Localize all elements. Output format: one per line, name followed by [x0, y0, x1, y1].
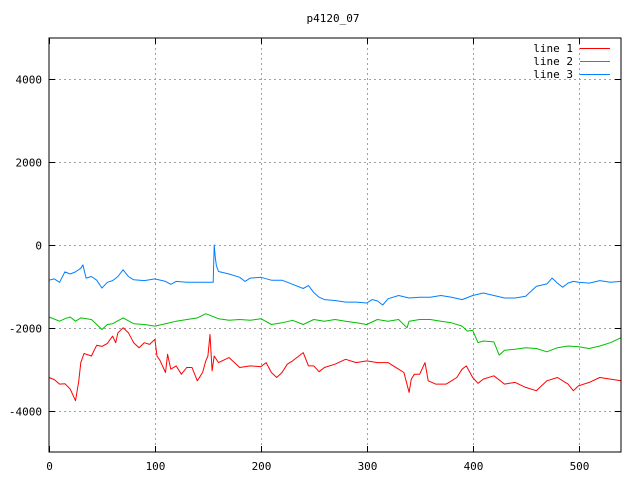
x-tick-label: 200 [252, 460, 272, 473]
x-tick-label: 400 [464, 460, 484, 473]
y-tick-label: -2000 [9, 323, 42, 336]
chart-title: p4120_07 [307, 12, 360, 25]
y-tick-label: 2000 [16, 157, 43, 170]
x-tick-label: 300 [358, 460, 378, 473]
plot-border [48, 37, 622, 453]
y-tick-label: -4000 [9, 406, 42, 419]
legend-label-2: line 2 [533, 55, 573, 68]
x-tick-label: 500 [570, 460, 590, 473]
series-group [48, 244, 622, 402]
legend-label-3: line 3 [533, 68, 573, 81]
series-line-3 [48, 244, 622, 306]
y-tick-label: 4000 [16, 74, 43, 87]
y-tick-label: 0 [35, 240, 42, 253]
x-tick-label: 0 [46, 460, 53, 473]
x-tick-label: 100 [146, 460, 166, 473]
grid [49, 38, 621, 452]
series-line-2 [48, 313, 622, 356]
series-line-1 [48, 327, 622, 402]
legend-label-1: line 1 [533, 42, 573, 55]
